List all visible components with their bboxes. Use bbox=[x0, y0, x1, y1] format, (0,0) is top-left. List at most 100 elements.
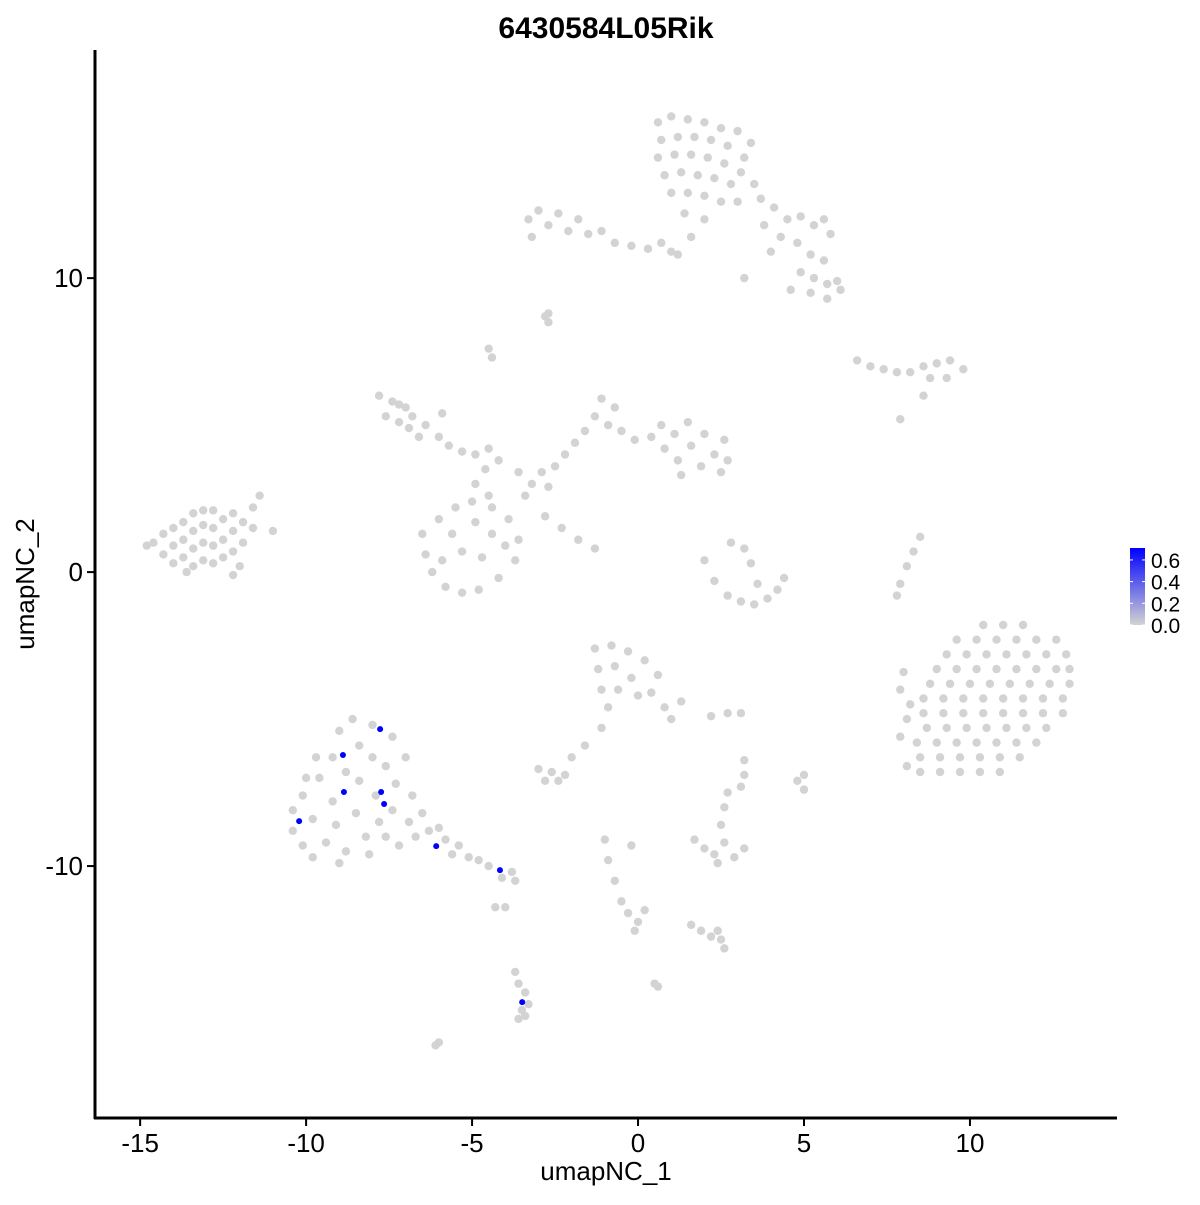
cell-point bbox=[534, 206, 543, 215]
cell-point bbox=[567, 753, 576, 762]
cell-point bbox=[647, 432, 656, 442]
cell-point bbox=[819, 215, 829, 224]
cell-point bbox=[643, 244, 653, 253]
cell-point bbox=[388, 397, 397, 406]
cell-point bbox=[683, 188, 693, 198]
cell-point bbox=[484, 444, 493, 453]
cell-point bbox=[418, 529, 427, 539]
cell-point bbox=[328, 797, 337, 806]
cell-point bbox=[683, 115, 693, 124]
cell-point bbox=[676, 168, 686, 177]
cell-point bbox=[750, 600, 759, 609]
cell-point bbox=[756, 194, 766, 203]
cell-point bbox=[497, 873, 507, 883]
cell-point bbox=[501, 541, 510, 550]
cell-point bbox=[361, 832, 371, 841]
cell-point bbox=[700, 215, 709, 224]
cell-point bbox=[597, 723, 606, 733]
cell-point bbox=[408, 791, 417, 800]
cell-point bbox=[1052, 664, 1061, 674]
expressing-cell-point bbox=[378, 788, 385, 795]
cell-point bbox=[514, 467, 523, 477]
cell-point bbox=[962, 650, 971, 659]
color-legend: 0.00.20.40.6 bbox=[1130, 548, 1181, 638]
cell-point bbox=[189, 509, 198, 518]
cell-point bbox=[660, 703, 669, 712]
cell-point bbox=[335, 726, 344, 736]
cell-point bbox=[487, 529, 497, 539]
cell-point bbox=[514, 979, 523, 988]
cell-point bbox=[630, 926, 639, 935]
cell-point bbox=[404, 423, 414, 433]
cell-point bbox=[394, 417, 404, 427]
cell-point bbox=[189, 562, 198, 571]
cell-point bbox=[597, 394, 606, 403]
cell-point bbox=[992, 664, 1001, 674]
cell-point bbox=[879, 365, 888, 374]
cell-point bbox=[720, 944, 729, 953]
cell-point bbox=[574, 215, 583, 224]
cell-point bbox=[998, 620, 1008, 630]
cell-point bbox=[388, 806, 397, 815]
cell-point bbox=[740, 770, 749, 780]
cell-point bbox=[740, 544, 749, 553]
cell-point bbox=[457, 447, 467, 456]
cell-point bbox=[437, 409, 447, 418]
cell-point bbox=[454, 841, 463, 850]
cell-point bbox=[759, 221, 769, 230]
cell-point bbox=[1062, 650, 1071, 659]
cell-point bbox=[142, 541, 151, 550]
cell-point bbox=[736, 709, 746, 718]
cell-point bbox=[673, 250, 683, 259]
cell-point bbox=[1058, 709, 1068, 718]
cell-point bbox=[680, 209, 689, 218]
cell-point bbox=[182, 567, 191, 577]
cell-point bbox=[945, 356, 955, 365]
cell-point bbox=[524, 1000, 533, 1009]
cell-point bbox=[228, 570, 238, 580]
cell-point bbox=[730, 853, 739, 862]
cell-point bbox=[716, 467, 726, 477]
cell-point bbox=[866, 362, 875, 371]
cell-point bbox=[288, 826, 298, 835]
cell-point bbox=[962, 723, 971, 733]
cell-point bbox=[218, 535, 228, 544]
cell-point bbox=[915, 767, 925, 777]
cell-point bbox=[942, 373, 951, 383]
cell-point bbox=[998, 694, 1008, 703]
cell-point bbox=[388, 732, 397, 741]
cell-point bbox=[199, 538, 208, 547]
cell-point bbox=[726, 179, 736, 189]
cell-point bbox=[982, 650, 991, 659]
cell-point bbox=[915, 753, 925, 762]
cell-point bbox=[915, 532, 925, 542]
cell-point bbox=[560, 770, 570, 780]
cell-point bbox=[494, 456, 503, 465]
cell-point bbox=[667, 714, 676, 724]
cell-point bbox=[179, 517, 188, 527]
cell-point bbox=[560, 450, 570, 459]
cell-point bbox=[351, 808, 361, 818]
cell-point bbox=[716, 197, 726, 206]
cell-point bbox=[750, 179, 759, 189]
cell-point bbox=[544, 318, 553, 327]
cell-point bbox=[899, 667, 908, 677]
cell-point bbox=[447, 529, 457, 539]
cell-point bbox=[1042, 723, 1051, 733]
cell-point bbox=[1038, 694, 1048, 703]
cell-point bbox=[434, 1038, 444, 1047]
cell-point bbox=[723, 591, 732, 600]
legend-tick-label: 0.4 bbox=[1151, 572, 1181, 595]
legend-tick-label: 0.6 bbox=[1151, 550, 1180, 573]
cell-point bbox=[746, 138, 756, 148]
cell-point bbox=[421, 420, 430, 430]
cell-point bbox=[311, 753, 321, 762]
cell-point bbox=[527, 479, 537, 489]
cell-point bbox=[653, 670, 663, 680]
cell-point bbox=[593, 664, 603, 674]
cell-point bbox=[447, 850, 457, 859]
cell-point bbox=[540, 776, 550, 786]
x-axis-label: umapNC_1 bbox=[540, 1156, 672, 1186]
cell-point bbox=[590, 644, 600, 653]
cell-point bbox=[806, 288, 815, 298]
